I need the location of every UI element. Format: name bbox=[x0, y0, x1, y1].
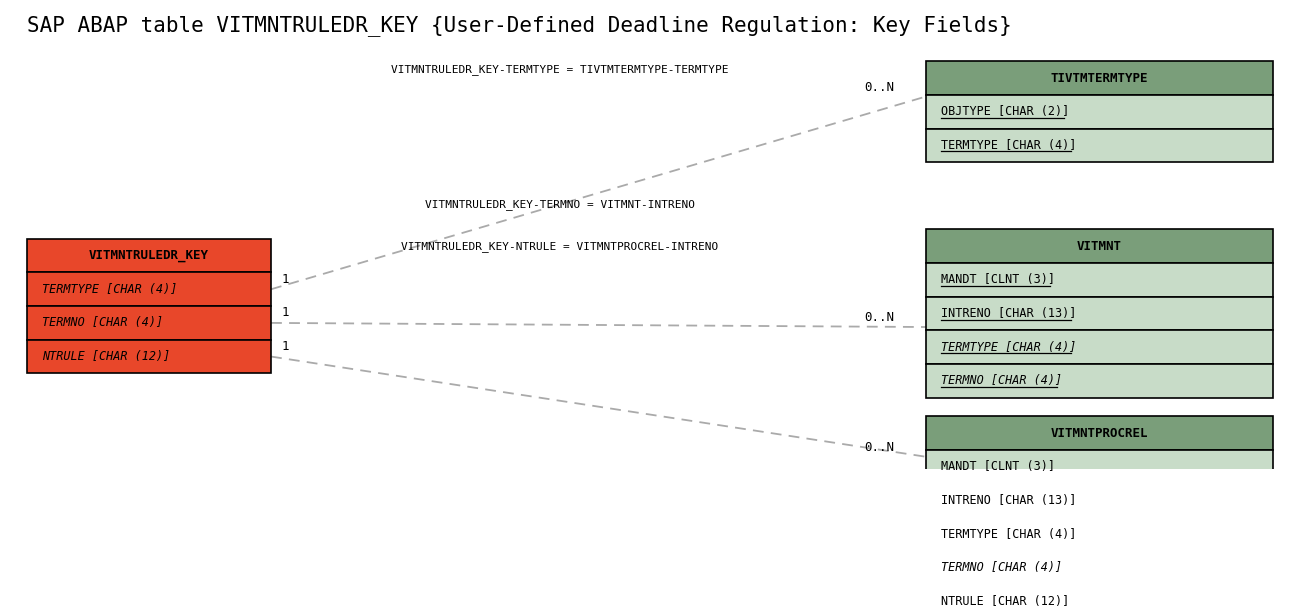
Text: TERMTYPE [CHAR (4)]: TERMTYPE [CHAR (4)] bbox=[941, 528, 1077, 540]
Text: SAP ABAP table VITMNTRULEDR_KEY {User-Defined Deadline Regulation: Key Fields}: SAP ABAP table VITMNTRULEDR_KEY {User-De… bbox=[27, 15, 1012, 37]
Bar bbox=[27, 239, 271, 273]
Text: TERMTYPE [CHAR (4)]: TERMTYPE [CHAR (4)] bbox=[941, 139, 1077, 152]
Bar bbox=[926, 129, 1273, 162]
Text: VITMNT: VITMNT bbox=[1077, 240, 1122, 253]
Bar bbox=[926, 263, 1273, 296]
Bar bbox=[926, 296, 1273, 331]
Bar bbox=[926, 331, 1273, 364]
Text: VITMNTRULEDR_KEY: VITMNTRULEDR_KEY bbox=[89, 249, 209, 262]
Text: 0..N: 0..N bbox=[864, 81, 895, 94]
Text: INTRENO [CHAR (13)]: INTRENO [CHAR (13)] bbox=[941, 307, 1077, 320]
Bar bbox=[926, 364, 1273, 398]
Bar bbox=[926, 229, 1273, 263]
Bar bbox=[27, 273, 271, 306]
Bar bbox=[27, 306, 271, 340]
Bar bbox=[926, 584, 1273, 610]
Text: NTRULE [CHAR (12)]: NTRULE [CHAR (12)] bbox=[43, 350, 170, 363]
Text: TERMNO [CHAR (4)]: TERMNO [CHAR (4)] bbox=[43, 317, 164, 329]
Text: VITMNTPROCREL: VITMNTPROCREL bbox=[1051, 427, 1148, 440]
Text: VITMNTRULEDR_KEY-TERMNO = VITMNT-INTRENO: VITMNTRULEDR_KEY-TERMNO = VITMNT-INTRENO bbox=[425, 199, 695, 210]
Text: 1: 1 bbox=[281, 340, 289, 353]
Text: MANDT [CLNT (3)]: MANDT [CLNT (3)] bbox=[941, 461, 1055, 473]
Bar bbox=[926, 61, 1273, 95]
Bar bbox=[926, 95, 1273, 129]
Text: VITMNTRULEDR_KEY-NTRULE = VITMNTPROCREL-INTRENO: VITMNTRULEDR_KEY-NTRULE = VITMNTPROCREL-… bbox=[402, 242, 719, 252]
Text: TERMNO [CHAR (4)]: TERMNO [CHAR (4)] bbox=[941, 561, 1062, 574]
Bar bbox=[926, 417, 1273, 450]
Text: OBJTYPE [CHAR (2)]: OBJTYPE [CHAR (2)] bbox=[941, 105, 1069, 118]
Text: TERMTYPE [CHAR (4)]: TERMTYPE [CHAR (4)] bbox=[43, 283, 178, 296]
Text: 0..N: 0..N bbox=[864, 441, 895, 454]
Text: 1: 1 bbox=[281, 273, 289, 285]
Text: INTRENO [CHAR (13)]: INTRENO [CHAR (13)] bbox=[941, 494, 1077, 507]
Text: MANDT [CLNT (3)]: MANDT [CLNT (3)] bbox=[941, 273, 1055, 287]
Bar bbox=[926, 517, 1273, 551]
Bar bbox=[926, 484, 1273, 517]
Bar bbox=[27, 340, 271, 373]
Text: TERMTYPE [CHAR (4)]: TERMTYPE [CHAR (4)] bbox=[941, 341, 1077, 354]
Text: TIVTMTERMTYPE: TIVTMTERMTYPE bbox=[1051, 71, 1148, 85]
Text: 0..N: 0..N bbox=[864, 311, 895, 325]
Bar bbox=[926, 450, 1273, 484]
Bar bbox=[926, 551, 1273, 584]
Text: 1: 1 bbox=[281, 306, 289, 319]
Text: VITMNTRULEDR_KEY-TERMTYPE = TIVTMTERMTYPE-TERMTYPE: VITMNTRULEDR_KEY-TERMTYPE = TIVTMTERMTYP… bbox=[391, 63, 728, 74]
Text: TERMNO [CHAR (4)]: TERMNO [CHAR (4)] bbox=[941, 375, 1062, 387]
Text: NTRULE [CHAR (12)]: NTRULE [CHAR (12)] bbox=[941, 595, 1069, 608]
